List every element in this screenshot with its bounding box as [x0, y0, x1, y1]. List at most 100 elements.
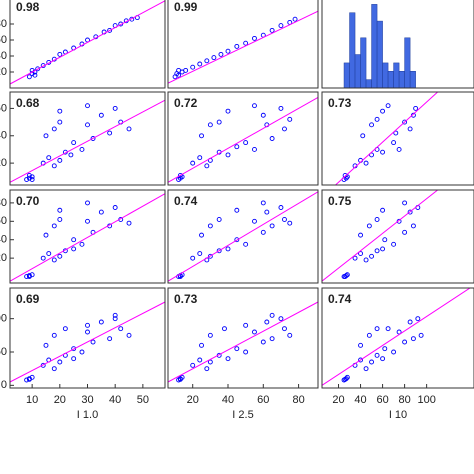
point [225, 48, 231, 54]
point [369, 152, 375, 158]
point [85, 329, 90, 335]
plot-area [10, 99, 165, 183]
point [126, 220, 132, 226]
hist-bar [376, 20, 383, 88]
point [207, 122, 213, 128]
panel: 20 40 60 80 0.98 [0, 0, 166, 89]
hist-bar [393, 62, 400, 88]
point [252, 146, 257, 152]
point [402, 200, 408, 206]
point [207, 359, 213, 365]
point [234, 43, 240, 49]
point [282, 217, 287, 222]
point [225, 152, 231, 158]
point [402, 229, 408, 235]
point [26, 274, 32, 280]
point [24, 274, 30, 280]
point [107, 336, 113, 342]
point [413, 105, 419, 111]
point [207, 332, 213, 338]
point [71, 356, 77, 362]
point [391, 349, 397, 355]
y-tick-label: 40 [0, 234, 7, 246]
y-tick-label: 20 [0, 157, 7, 169]
y-tick-label: 80 [0, 197, 7, 209]
point [51, 223, 57, 229]
point [57, 217, 63, 222]
correlation-label: 0.70 [16, 194, 40, 208]
point [197, 357, 203, 363]
point [112, 105, 118, 111]
point [380, 108, 386, 114]
point [380, 149, 386, 155]
plot-area [322, 288, 471, 386]
point [396, 329, 402, 335]
y-tick-label: 50 [0, 346, 7, 358]
point [342, 274, 348, 280]
point [369, 253, 375, 259]
panel-frame [9, 0, 166, 89]
correlation-label: 0.74 [174, 194, 198, 208]
panel-frame [321, 0, 474, 89]
panel-frame [167, 189, 319, 284]
hist-bar [404, 37, 411, 88]
fit-line [334, 92, 438, 185]
x-tick-label: 20 [54, 394, 66, 406]
point [260, 339, 266, 345]
point [26, 376, 32, 382]
point [374, 248, 380, 254]
point [264, 209, 270, 215]
point [211, 55, 217, 61]
point [358, 251, 364, 256]
point [278, 205, 284, 210]
point [260, 200, 266, 206]
point [57, 157, 63, 163]
point [176, 72, 182, 78]
point [204, 58, 210, 64]
point [190, 64, 196, 70]
hist-bar [382, 62, 389, 88]
x-tick-label: 20 [187, 394, 199, 406]
x-tick-label: 30 [81, 394, 93, 406]
point [98, 209, 104, 215]
point [410, 336, 416, 342]
panel: 0.73 [321, 91, 474, 186]
point [343, 273, 349, 279]
point [85, 322, 90, 328]
point [126, 126, 132, 132]
point [71, 237, 77, 243]
point [366, 223, 372, 229]
point [252, 35, 257, 41]
point [380, 246, 386, 252]
point [177, 274, 183, 280]
point [374, 326, 380, 332]
point [32, 72, 38, 78]
y-tick-label: 80 [0, 18, 7, 30]
hist-bar [371, 4, 378, 88]
point [418, 332, 424, 338]
point [218, 51, 224, 57]
point [243, 349, 249, 355]
point [287, 220, 293, 226]
point [269, 136, 275, 141]
y-tick-label: 100 [0, 313, 7, 325]
point [363, 366, 369, 372]
fit-line [10, 193, 165, 282]
plot-area [10, 193, 165, 282]
point [177, 376, 183, 382]
point [269, 312, 275, 318]
point [287, 116, 293, 122]
hist-bar [354, 54, 361, 88]
y-tick-label: 60 [0, 215, 7, 227]
point [26, 172, 32, 178]
point [260, 229, 266, 235]
fit-line [168, 97, 318, 183]
point [292, 16, 298, 22]
point [352, 255, 358, 261]
point [282, 126, 287, 132]
x-tick-label: 40 [109, 394, 121, 406]
point [252, 218, 257, 224]
correlation-label: 0.98 [16, 0, 40, 14]
correlation-label: 0.68 [16, 96, 40, 110]
point [407, 126, 413, 132]
